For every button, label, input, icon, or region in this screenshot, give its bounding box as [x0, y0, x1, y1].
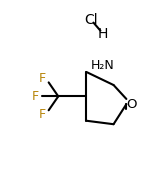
- Text: F: F: [39, 108, 46, 121]
- Text: O: O: [127, 98, 137, 111]
- Text: H: H: [97, 27, 108, 41]
- Text: F: F: [39, 72, 46, 85]
- Text: F: F: [31, 90, 39, 103]
- Text: H₂N: H₂N: [90, 59, 114, 72]
- Text: Cl: Cl: [84, 13, 98, 27]
